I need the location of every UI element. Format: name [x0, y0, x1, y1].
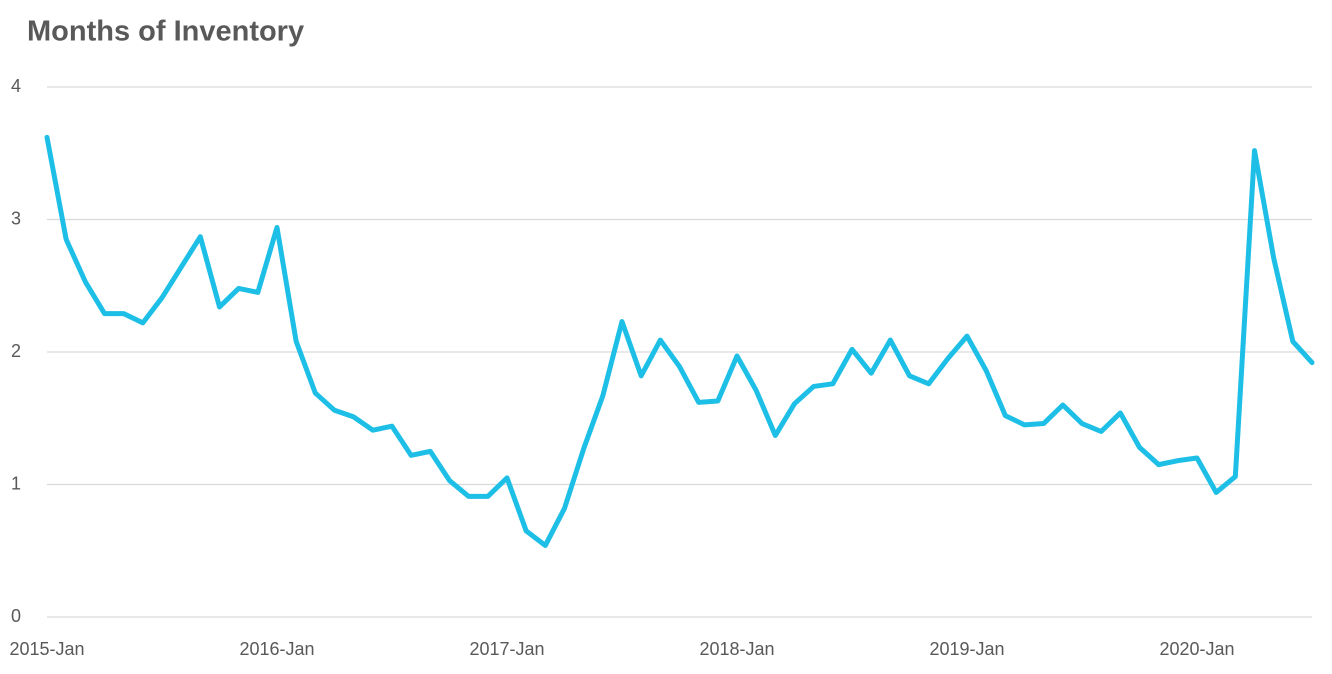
y-tick-label: 4 — [11, 76, 21, 96]
line-series — [44, 134, 1315, 548]
x-tick-label: 2017-Jan — [469, 639, 544, 659]
y-tick-label: 1 — [11, 473, 21, 493]
x-tick-label: 2018-Jan — [699, 639, 774, 659]
x-tick-label: 2019-Jan — [929, 639, 1004, 659]
y-tick-label: 2 — [11, 341, 21, 361]
x-tick-label: 2015-Jan — [9, 639, 84, 659]
x-tick-label: 2016-Jan — [239, 639, 314, 659]
y-tick-label: 0 — [11, 606, 21, 626]
chart-title: Months of Inventory — [27, 16, 304, 48]
y-tick-label: 3 — [11, 208, 21, 228]
x-tick-label: 2020-Jan — [1159, 639, 1234, 659]
